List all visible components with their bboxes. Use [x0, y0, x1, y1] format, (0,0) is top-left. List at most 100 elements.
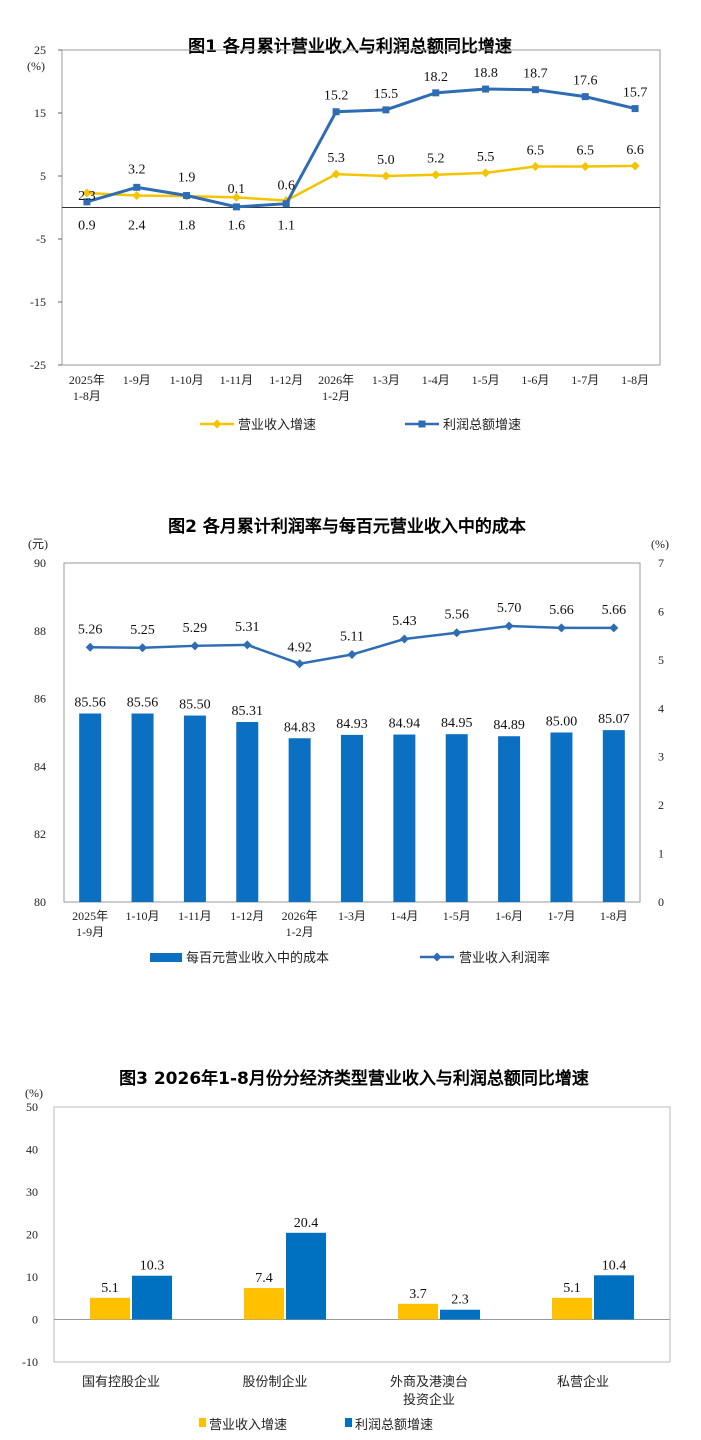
series-0-label: 5.5 — [477, 150, 495, 165]
series-0-label: 2.3 — [78, 189, 96, 204]
bar — [393, 734, 416, 902]
profit-rate-label: 5.31 — [235, 620, 260, 635]
chart-1: 图1 各月累计营业收入与利润总额同比增速 (%) 25 15 5 -5 -15 -25 2025… — [27, 36, 661, 433]
bar-label: 84.93 — [336, 717, 368, 732]
legend-marker-1 — [432, 952, 442, 962]
x-tick-5: 2026年 — [318, 373, 354, 387]
y2-tick: 7 — [658, 556, 664, 570]
bar-label: 84.94 — [389, 717, 421, 732]
bar — [288, 738, 311, 902]
bar-label: 85.56 — [127, 696, 159, 711]
series-1-point — [581, 93, 589, 101]
y2-tick: 1 — [658, 847, 664, 861]
x-tick-3: 1-11月 — [220, 373, 254, 387]
profit-rate-label: 4.92 — [287, 641, 312, 656]
x-tick-3: 1-12月 — [230, 909, 264, 923]
x-tick-2: 1-10月 — [170, 373, 204, 387]
legend-marker-1 — [418, 420, 426, 428]
y-tick: -10 — [22, 1355, 38, 1369]
y2-tick: 5 — [658, 653, 664, 667]
bar-label: 85.07 — [598, 712, 630, 727]
bar-profit — [132, 1275, 172, 1320]
y-unit-left: (元) — [28, 537, 48, 551]
legend-marker-1 — [345, 1418, 352, 1427]
y-tick: 15 — [34, 106, 46, 120]
profit-rate-point — [399, 634, 409, 644]
y-tick: -5 — [36, 232, 46, 246]
x-tick-9: 1-6月 — [521, 373, 549, 387]
profit-rate-point — [452, 628, 462, 638]
bar-revenue-label: 7.4 — [255, 1271, 273, 1286]
y2-tick: 2 — [658, 798, 664, 812]
x-tick-8: 1-6月 — [495, 909, 523, 923]
y2-tick: 4 — [658, 701, 664, 715]
bar-label: 84.83 — [284, 720, 316, 735]
bar-label: 84.95 — [441, 716, 473, 731]
x-tick-1: 1-10月 — [126, 909, 160, 923]
series-1-point — [382, 106, 390, 114]
bar-revenue — [244, 1288, 284, 1320]
series-1-label: 15.7 — [623, 86, 648, 101]
series-0-point — [331, 169, 341, 179]
series-line-1 — [86, 87, 636, 209]
series-0-point — [82, 188, 92, 198]
bar-profit — [440, 1309, 480, 1320]
series-0-point — [132, 191, 142, 201]
x-tick-10: 1-8月 — [600, 909, 628, 923]
bar-profit — [594, 1275, 634, 1320]
x-tick-0-line2: 1-8月 — [73, 389, 101, 403]
y-tick: 40 — [26, 1143, 38, 1157]
x-tick-0: 国有控股企业 — [82, 1374, 160, 1390]
x-tick-0-line2: 1-9月 — [76, 925, 104, 939]
bar-profit-label: 10.3 — [140, 1259, 165, 1274]
profit-rate-point — [295, 659, 305, 669]
y-unit: (%) — [27, 59, 45, 73]
bar-revenue-label: 3.7 — [409, 1287, 427, 1302]
y-unit-right: (%) — [651, 537, 669, 551]
legend-label-1: 利润总额增速 — [355, 1418, 433, 1433]
y-tick: 88 — [34, 624, 46, 638]
bar-label: 84.89 — [493, 718, 525, 733]
bar-revenue-label: 5.1 — [563, 1281, 581, 1296]
series-1-label: 3.2 — [128, 162, 146, 177]
series-1-label: 1.9 — [178, 171, 196, 186]
series-1-label: 18.8 — [473, 66, 498, 81]
profit-rate-point — [609, 623, 619, 633]
x-tick-1: 股份制企业 — [242, 1374, 307, 1390]
series-1-label: 18.2 — [424, 70, 449, 85]
bar — [445, 734, 468, 902]
y-tick: 10 — [26, 1270, 38, 1284]
profit-rate-label: 5.25 — [130, 623, 155, 638]
chart-title: 图2 各月累计利润率与每百元营业收入中的成本 — [168, 516, 526, 537]
y-tick: 50 — [26, 1100, 38, 1114]
x-tick-4-line2: 1-2月 — [286, 925, 314, 939]
bar — [236, 721, 259, 902]
series-1-label: 15.2 — [324, 89, 349, 104]
y-tick: 84 — [34, 759, 46, 773]
chart-2: 图2 各月累计利润率与每百元营业收入中的成本 (元) (%) 90 88 86 84 82 80… — [28, 516, 669, 966]
legend-label-0: 营业收入增速 — [209, 1418, 287, 1433]
profit-rate-point — [504, 621, 514, 631]
series-1-label: 17.6 — [573, 74, 598, 89]
series-0-point — [580, 162, 590, 172]
x-tick-2-line2: 投资企业 — [403, 1392, 455, 1408]
profit-rate-label: 5.66 — [602, 603, 627, 618]
x-tick-2: 1-11月 — [178, 909, 212, 923]
profit-rate-point — [138, 643, 148, 653]
bar-revenue — [552, 1297, 592, 1320]
series-1-point — [531, 86, 539, 94]
plot-frame — [53, 1106, 671, 1363]
series-1-label: 0.1 — [228, 182, 246, 197]
series-1-label: 18.7 — [523, 67, 548, 82]
y-tick: 90 — [34, 556, 46, 570]
y2-tick: 0 — [658, 895, 664, 909]
x-tick-5: 1-3月 — [338, 909, 366, 923]
series-1-point — [482, 85, 490, 93]
y-tick: -25 — [30, 358, 46, 372]
legend-label-0: 每百元营业收入中的成本 — [186, 950, 329, 966]
bar-label: 85.56 — [74, 696, 106, 711]
y-tick: 5 — [40, 169, 46, 183]
x-tick-10: 1-7月 — [571, 373, 599, 387]
series-1-point — [232, 203, 240, 211]
series-0-label: 6.5 — [577, 144, 595, 159]
